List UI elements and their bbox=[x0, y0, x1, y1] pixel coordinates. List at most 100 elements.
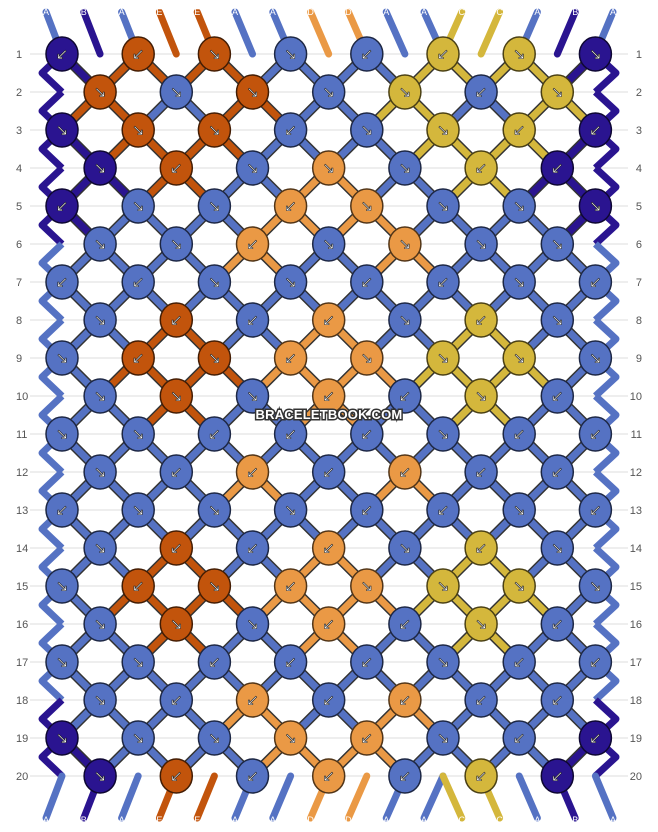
knot: ↘ bbox=[426, 568, 460, 604]
knot: ↙ bbox=[540, 454, 575, 490]
knot-oval bbox=[311, 226, 346, 262]
knot-arrow-icon: ↘ bbox=[513, 577, 526, 595]
knot-arrow-icon: ↙ bbox=[551, 615, 564, 633]
knot-oval bbox=[45, 416, 79, 452]
knot: ↙ bbox=[311, 606, 346, 642]
knot: ↙ bbox=[578, 492, 613, 528]
knot-arrow-icon: ↙ bbox=[437, 501, 450, 519]
knot: ↘ bbox=[311, 74, 346, 110]
knot-arrow-icon: ↙ bbox=[399, 615, 412, 633]
row-number: 3 bbox=[16, 125, 22, 137]
knot-oval bbox=[464, 226, 498, 262]
knot-arrow-icon: ↘ bbox=[208, 197, 221, 215]
bottom-thread-stub bbox=[42, 772, 66, 822]
knot-oval bbox=[235, 226, 270, 262]
knot-arrow-icon: ↙ bbox=[56, 197, 69, 215]
knot-oval bbox=[159, 758, 194, 794]
knot-arrow-icon: ↘ bbox=[322, 159, 335, 177]
knot-arrow-icon: ↘ bbox=[208, 121, 221, 139]
knot-arrow-icon: ↘ bbox=[132, 121, 145, 139]
knot-oval bbox=[83, 530, 117, 566]
knot-arrow-icon: ↘ bbox=[437, 121, 450, 139]
knot-oval bbox=[426, 36, 460, 72]
knot: ↙ bbox=[273, 112, 308, 148]
knot: ↘ bbox=[235, 606, 270, 642]
knot-oval bbox=[45, 644, 79, 680]
knot-arrow-icon: ↙ bbox=[475, 311, 488, 329]
watermark-text: BRACELETBOOK.COM bbox=[256, 407, 403, 422]
knot-arrow-icon: ↘ bbox=[246, 159, 259, 177]
knot: ↘ bbox=[83, 302, 117, 338]
knot-arrow-icon: ↘ bbox=[437, 425, 450, 443]
knot: ↘ bbox=[45, 340, 79, 376]
knot-oval bbox=[235, 758, 270, 794]
knot-oval bbox=[45, 340, 79, 376]
knot-oval bbox=[502, 36, 536, 72]
knot: ↙ bbox=[350, 492, 384, 528]
knot-arrow-icon: ↙ bbox=[246, 463, 259, 481]
knot: ↘ bbox=[235, 378, 270, 414]
knot-oval bbox=[464, 530, 498, 566]
knot: ↙ bbox=[540, 150, 575, 186]
knot-arrow-icon: ↘ bbox=[589, 349, 602, 367]
knot-arrow-icon: ↙ bbox=[246, 235, 259, 253]
knot-oval bbox=[464, 682, 498, 718]
knot-arrow-icon: ↘ bbox=[399, 159, 412, 177]
knot-oval bbox=[388, 682, 422, 718]
knot-oval bbox=[83, 454, 117, 490]
knot: ↙ bbox=[388, 378, 422, 414]
knot: ↙ bbox=[197, 644, 232, 680]
row-number: 5 bbox=[636, 201, 642, 213]
top-thread-stub bbox=[80, 8, 104, 58]
knot: ↘ bbox=[83, 682, 117, 718]
knot-arrow-icon: ↘ bbox=[399, 539, 412, 557]
knot-arrow-icon: ↙ bbox=[361, 653, 374, 671]
knot-arrow-icon: ↙ bbox=[399, 463, 412, 481]
knot: ↙ bbox=[464, 530, 498, 566]
knot-oval bbox=[311, 606, 346, 642]
knot-oval bbox=[426, 644, 460, 680]
top-thread-letter: A bbox=[421, 7, 427, 17]
knot: ↘ bbox=[159, 74, 194, 110]
bottom-thread-stub bbox=[344, 772, 371, 822]
knot-oval bbox=[540, 530, 575, 566]
knot-arrow-icon: ↙ bbox=[322, 311, 335, 329]
row-number: 16 bbox=[16, 619, 28, 631]
knot: ↘ bbox=[388, 74, 422, 110]
knot: ↘ bbox=[197, 112, 232, 148]
row-number: 3 bbox=[636, 125, 642, 137]
knot-oval bbox=[502, 340, 536, 376]
knot-arrow-icon: ↙ bbox=[284, 425, 297, 443]
knot-oval bbox=[464, 378, 498, 414]
knot-arrow-icon: ↘ bbox=[94, 83, 107, 101]
top-thread-letter: A bbox=[119, 7, 125, 17]
knot-arrow-icon: ↘ bbox=[589, 45, 602, 63]
knot-oval bbox=[159, 454, 194, 490]
knot-oval bbox=[578, 720, 613, 756]
knot-oval bbox=[121, 416, 155, 452]
knot: ↘ bbox=[83, 454, 117, 490]
knot: ↘ bbox=[540, 530, 575, 566]
knot-arrow-icon: ↘ bbox=[94, 311, 107, 329]
knot-arrow-icon: ↘ bbox=[589, 197, 602, 215]
knot-oval bbox=[197, 188, 232, 224]
knot: ↙ bbox=[350, 720, 384, 756]
knot-oval bbox=[311, 74, 346, 110]
row-number: 18 bbox=[16, 695, 28, 707]
knot: ↘ bbox=[426, 720, 460, 756]
knot-arrow-icon: ↘ bbox=[361, 121, 374, 139]
bottom-thread-stub bbox=[591, 772, 617, 822]
knot-oval bbox=[578, 188, 613, 224]
row-number: 13 bbox=[630, 505, 642, 517]
knot: ↘ bbox=[83, 226, 117, 262]
bottom-thread-letter: E bbox=[156, 815, 162, 825]
knot-arrow-icon: ↘ bbox=[56, 653, 69, 671]
knot-arrow-icon: ↘ bbox=[437, 349, 450, 367]
knot: ↙ bbox=[388, 454, 422, 490]
knot-arrow-icon: ↘ bbox=[437, 577, 450, 595]
knot-arrow-icon: ↙ bbox=[399, 767, 412, 785]
knot-arrow-icon: ↘ bbox=[513, 349, 526, 367]
knot-arrow-icon: ↙ bbox=[589, 501, 602, 519]
knot-oval bbox=[235, 150, 270, 186]
